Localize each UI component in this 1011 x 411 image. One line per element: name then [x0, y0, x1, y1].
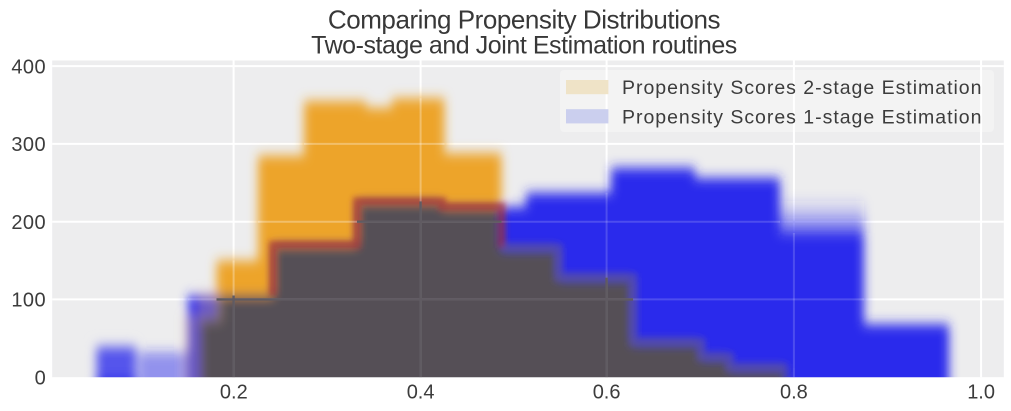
svg-text:300: 300 — [11, 134, 46, 156]
svg-text:Two-stage and Joint Estimation: Two-stage and Joint Estimation routines — [311, 32, 737, 60]
svg-text:0.2: 0.2 — [220, 382, 248, 404]
svg-text:400: 400 — [11, 56, 46, 78]
svg-text:Propensity Scores 1-stage Esti: Propensity Scores 1-stage Estimation — [622, 106, 982, 128]
svg-text:Propensity Scores 2-stage Esti: Propensity Scores 2-stage Estimation — [622, 77, 982, 99]
svg-text:0.4: 0.4 — [407, 382, 435, 404]
svg-text:100: 100 — [11, 290, 46, 312]
svg-text:0.8: 0.8 — [780, 382, 808, 404]
svg-text:200: 200 — [11, 212, 46, 234]
svg-text:Comparing Propensity Distribut: Comparing Propensity Distributions — [328, 5, 721, 35]
svg-text:0.6: 0.6 — [593, 382, 621, 404]
svg-text:0: 0 — [35, 368, 47, 390]
svg-text:1.0: 1.0 — [967, 382, 995, 404]
